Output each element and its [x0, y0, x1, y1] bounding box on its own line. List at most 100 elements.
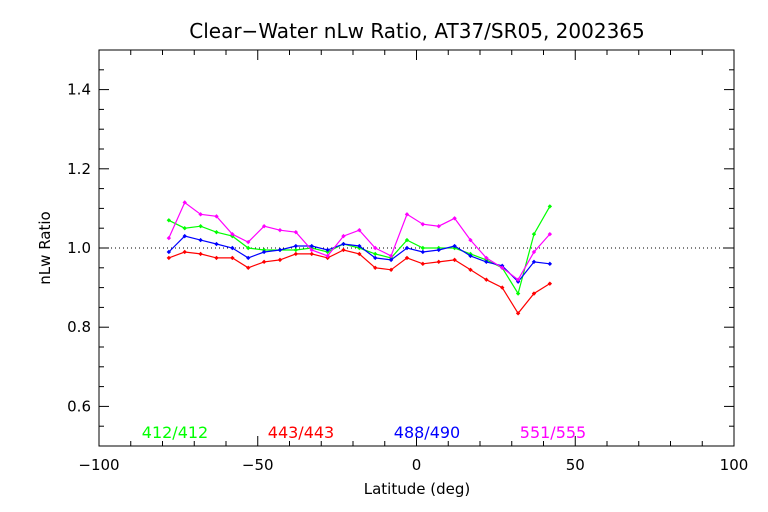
series-point: [341, 247, 346, 253]
series-point: [420, 261, 426, 267]
series-point: [261, 249, 267, 255]
series-point: [404, 212, 410, 217]
series-point: [166, 218, 172, 223]
series-point: [468, 237, 473, 243]
series-point: [547, 281, 553, 286]
x-tick-label: −50: [242, 456, 274, 474]
series-point: [404, 245, 410, 251]
series-point: [214, 229, 219, 235]
series-point: [230, 245, 235, 251]
series-point: [420, 249, 426, 255]
series-point: [531, 291, 537, 296]
series-point: [500, 265, 505, 270]
x-tick-label: 100: [720, 456, 749, 474]
x-tick-label: 0: [412, 456, 422, 474]
series-point: [420, 222, 426, 227]
series-point: [404, 255, 410, 261]
series-point: [182, 200, 187, 205]
series-point: [436, 224, 441, 229]
series-point: [547, 204, 553, 209]
y-tick-label: 1.4: [67, 81, 91, 99]
series-group: [166, 200, 553, 316]
y-tick-label: 1.0: [67, 239, 91, 257]
series-point: [404, 237, 410, 243]
series-point: [309, 243, 314, 249]
legend: 412/412 443/443 488/490 551/555: [142, 423, 586, 442]
series-point: [325, 253, 330, 259]
series-point: [373, 255, 378, 261]
series-point: [293, 229, 299, 235]
series-point: [309, 251, 314, 257]
series-point: [357, 243, 362, 249]
series-point: [182, 233, 187, 239]
series-point: [293, 251, 299, 257]
series-point: [277, 227, 283, 233]
series-point: [246, 255, 251, 261]
series-point: [230, 255, 235, 261]
series-point: [246, 245, 251, 251]
series-point: [246, 265, 251, 270]
series-point: [246, 239, 251, 245]
series-point: [452, 216, 457, 221]
series-point: [500, 285, 505, 290]
series-point: [357, 251, 362, 257]
series-point: [452, 257, 457, 263]
legend-entry-0: 412/412: [142, 423, 208, 442]
series-point: [341, 233, 346, 239]
y-axis-label: nLw Ratio: [36, 211, 54, 284]
y-tick-label: 1.2: [67, 160, 91, 178]
x-axis-label: Latitude (deg): [364, 480, 470, 498]
series-point: [261, 259, 267, 265]
series-line-3: [168, 201, 551, 281]
series-point: [531, 249, 537, 255]
series-point: [198, 237, 203, 243]
series-point: [214, 241, 219, 247]
series-point: [293, 247, 299, 253]
series-point: [468, 267, 473, 272]
series-line-2: [168, 235, 550, 283]
x-tick-label: −100: [78, 456, 119, 474]
series-point: [198, 224, 203, 229]
series-point: [515, 311, 521, 316]
series-point: [468, 253, 473, 259]
series-point: [484, 255, 489, 261]
axis-ticks: −100 −50 0 50 100 0.6 0.8 1.0 1.2 1.4: [67, 49, 749, 474]
series-point: [515, 291, 521, 296]
series-point: [531, 231, 537, 237]
legend-entry-1: 443/443: [268, 423, 334, 442]
series-point: [388, 253, 394, 259]
series-point: [166, 235, 172, 241]
series-point: [452, 243, 457, 249]
series-line-1: [168, 249, 551, 315]
y-tick-label: 0.8: [67, 318, 91, 336]
series-point: [357, 227, 362, 233]
plot-frame: [98, 49, 735, 447]
series-point: [198, 212, 203, 217]
series-point: [420, 245, 426, 251]
x-tick-label: 50: [566, 456, 585, 474]
series-point: [547, 261, 553, 267]
series-point: [388, 257, 394, 263]
series-point: [277, 247, 283, 253]
series-point: [373, 251, 378, 257]
series-point: [515, 277, 521, 282]
series-point: [341, 241, 346, 247]
series-point: [484, 259, 489, 265]
series-point: [547, 231, 553, 237]
series-point: [182, 226, 187, 231]
series-point: [230, 231, 235, 237]
series-point: [166, 249, 172, 255]
series-point: [277, 257, 283, 263]
series-point: [436, 247, 441, 253]
y-tick-label: 0.6: [67, 397, 91, 415]
legend-entry-2: 488/490: [394, 423, 460, 442]
series-point: [388, 267, 394, 272]
series-point: [198, 251, 203, 257]
series-point: [182, 249, 187, 255]
legend-entry-3: 551/555: [520, 423, 586, 442]
chart-title: Clear−Water nLw Ratio, AT37/SR05, 200236…: [189, 19, 645, 43]
series-point: [484, 277, 489, 282]
series-point: [293, 243, 299, 249]
series-point: [436, 259, 441, 265]
series-point: [325, 247, 330, 253]
